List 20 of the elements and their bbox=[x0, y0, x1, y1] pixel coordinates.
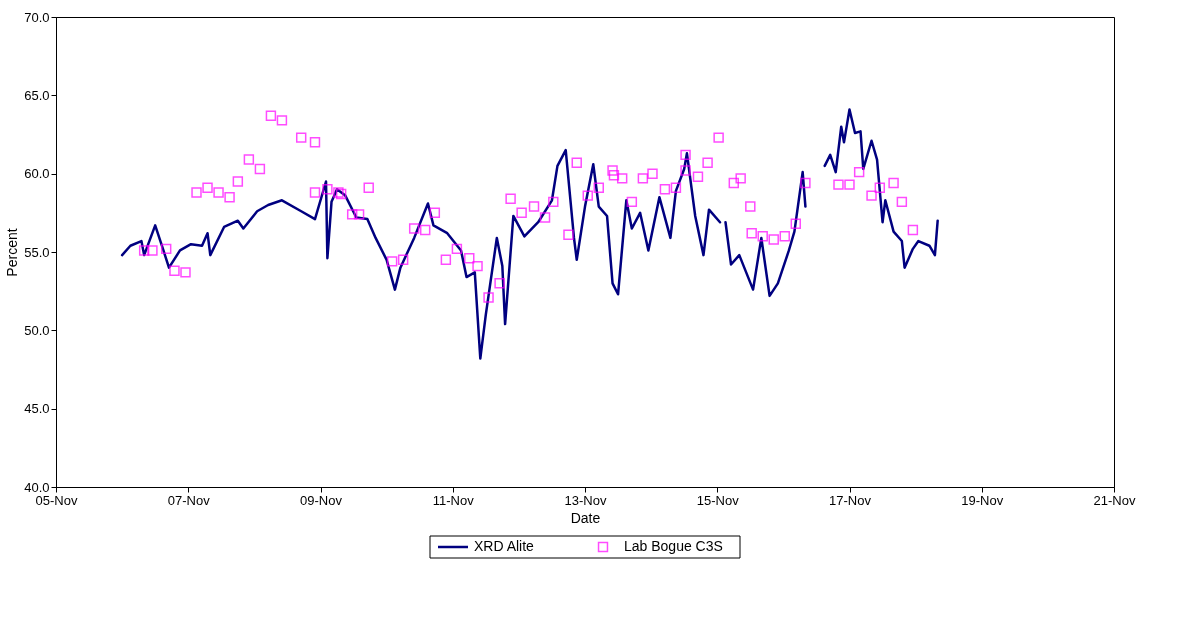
x-tick-label: 07-Nov bbox=[167, 492, 211, 508]
x-tick-label: 11-Nov bbox=[432, 492, 475, 508]
y-tick-label: 55.0 bbox=[24, 244, 50, 260]
x-tick-label: 05-Nov bbox=[35, 492, 78, 508]
x-tick-label: 21-Nov bbox=[1093, 492, 1136, 508]
x-tick-label: 13-Nov bbox=[564, 492, 607, 508]
x-tick-label: 15-Nov bbox=[696, 492, 740, 508]
x-tick-label: 17-Nov bbox=[829, 492, 872, 508]
y-tick-label: 50.0 bbox=[24, 322, 50, 338]
y-tick-label: 65.0 bbox=[24, 87, 50, 103]
legend-label: XRD Alite bbox=[474, 538, 535, 554]
x-tick-label: 19-Nov bbox=[961, 492, 1004, 508]
y-axis-title: Percent bbox=[4, 228, 21, 277]
y-tick-label: 40.0 bbox=[24, 479, 50, 495]
y-tick-label: 70.0 bbox=[24, 9, 50, 25]
x-tick-label: 09-Nov bbox=[300, 492, 343, 508]
y-tick-label: 45.0 bbox=[24, 401, 50, 417]
legend-label: Lab Bogue C3S bbox=[624, 538, 723, 554]
x-axis-title: Date bbox=[570, 509, 601, 526]
y-tick-label: 60.0 bbox=[24, 166, 50, 182]
